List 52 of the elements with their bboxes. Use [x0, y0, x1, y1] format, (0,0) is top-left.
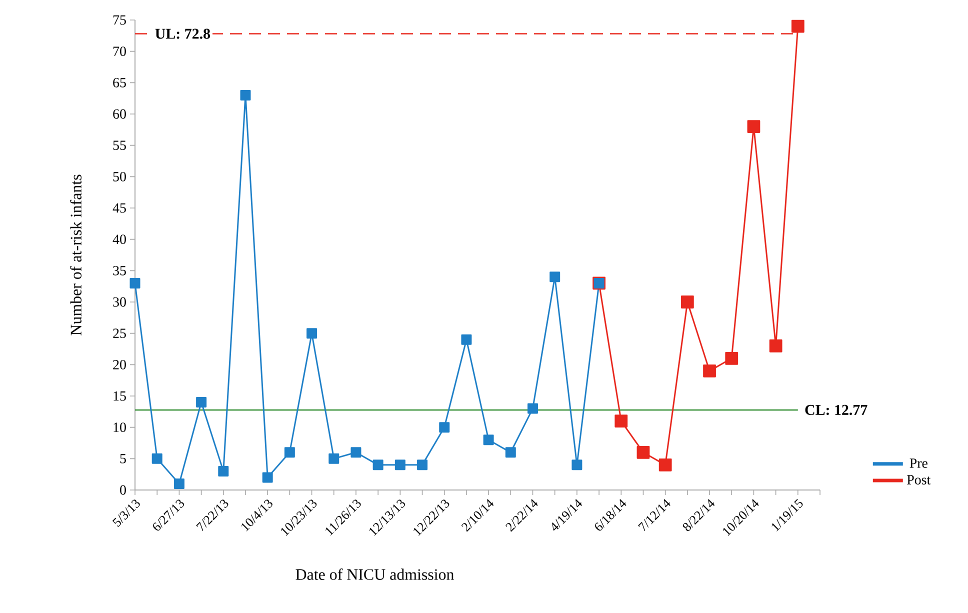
- point: [417, 460, 428, 470]
- point: [174, 478, 184, 489]
- point: [483, 434, 494, 446]
- point: [439, 422, 450, 433]
- y-tick-label: 25: [113, 328, 126, 338]
- y-tick-label: 55: [113, 140, 126, 150]
- y-tick-label: 40: [112, 234, 126, 244]
- point: [769, 339, 782, 352]
- point: [505, 447, 516, 458]
- point: [372, 460, 384, 470]
- legend-label: Pre: [910, 458, 928, 468]
- y-tick-label: 60: [113, 109, 126, 119]
- point: [218, 466, 229, 476]
- y-tick-label: 15: [114, 391, 126, 401]
- y-tick-label: 75: [113, 15, 126, 25]
- point: [614, 414, 628, 428]
- y-tick-label: 70: [113, 46, 126, 56]
- point: [703, 364, 716, 378]
- point: [196, 397, 207, 408]
- point: [130, 278, 140, 288]
- point: [394, 460, 406, 470]
- point: [461, 334, 472, 345]
- ref-line-label: CL: 12.77: [805, 404, 868, 416]
- point: [284, 447, 295, 458]
- y-tick-label: 45: [112, 203, 126, 213]
- point: [328, 453, 340, 464]
- x-axis-title: Date of NICU admission: [296, 568, 454, 580]
- y-tick-label: 65: [113, 78, 126, 88]
- y-tick-label: 10: [114, 422, 126, 432]
- point: [747, 120, 760, 133]
- y-tick-label: 5: [120, 454, 126, 464]
- legend-label: Post: [907, 475, 931, 484]
- point: [306, 328, 318, 339]
- point: [725, 352, 738, 365]
- point: [658, 458, 672, 472]
- y-tick-label: 30: [113, 297, 126, 307]
- y-tick-label: 20: [113, 360, 126, 370]
- y-tick-label: 35: [113, 266, 126, 276]
- point: [262, 472, 273, 483]
- y-tick-label: 0: [120, 485, 126, 495]
- point: [350, 447, 362, 458]
- point: [240, 90, 251, 100]
- point: [636, 446, 650, 459]
- point: [572, 460, 582, 470]
- point: [152, 453, 162, 464]
- y-tick-label: 50: [113, 172, 126, 182]
- point: [550, 272, 560, 282]
- y-axis-title: Number of at-risk infants: [70, 174, 82, 336]
- point: [791, 20, 804, 33]
- point: [527, 403, 538, 414]
- point: [680, 296, 694, 308]
- ref-line-label: UL: 72.8: [155, 28, 210, 39]
